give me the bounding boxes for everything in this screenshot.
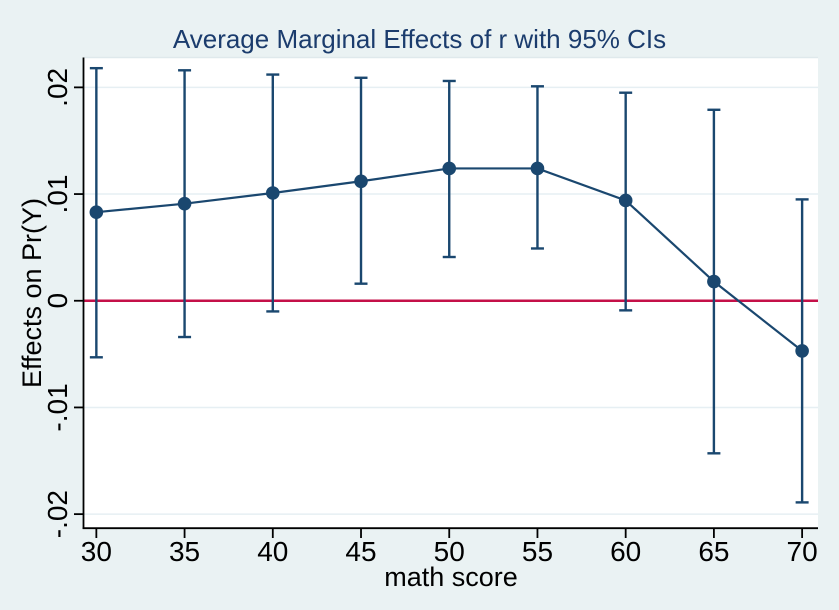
chart-title: Average Marginal Effects of r with 95% C… [173, 24, 666, 54]
data-point-marker [795, 344, 809, 358]
y-tick-label: .02 [42, 68, 73, 107]
x-tick-label: 70 [787, 536, 818, 567]
y-tick-label: -.01 [42, 383, 73, 431]
x-tick-label: 60 [610, 536, 641, 567]
data-point-marker [177, 196, 192, 211]
x-tick-label: 45 [345, 536, 376, 567]
x-tick-label: 50 [434, 536, 465, 567]
x-axis-title: math score [384, 562, 518, 592]
data-point-marker [707, 274, 721, 289]
x-tick-label: 55 [522, 536, 553, 567]
x-tick-label: 65 [698, 536, 729, 567]
data-point-marker [354, 174, 368, 189]
plot-region: .02 .01 0 -.01 -.02 30 35 40 45 50 55 60 65 70 [42, 56, 818, 567]
x-tick-label: 35 [169, 536, 200, 567]
data-point-marker [442, 161, 457, 176]
x-tick-label: 30 [81, 536, 112, 567]
plot-area-background [84, 57, 818, 528]
x-tick-label: 40 [257, 536, 288, 567]
y-axis-title: Effects on Pr(Y) [17, 198, 47, 388]
y-tick-label: -.02 [42, 490, 73, 538]
y-tick-label: 0 [42, 293, 73, 309]
data-point-marker [265, 186, 280, 200]
data-point-marker [89, 205, 104, 219]
data-point-marker [618, 193, 633, 208]
data-point-marker [530, 161, 545, 176]
y-tick-label: .01 [42, 175, 73, 214]
